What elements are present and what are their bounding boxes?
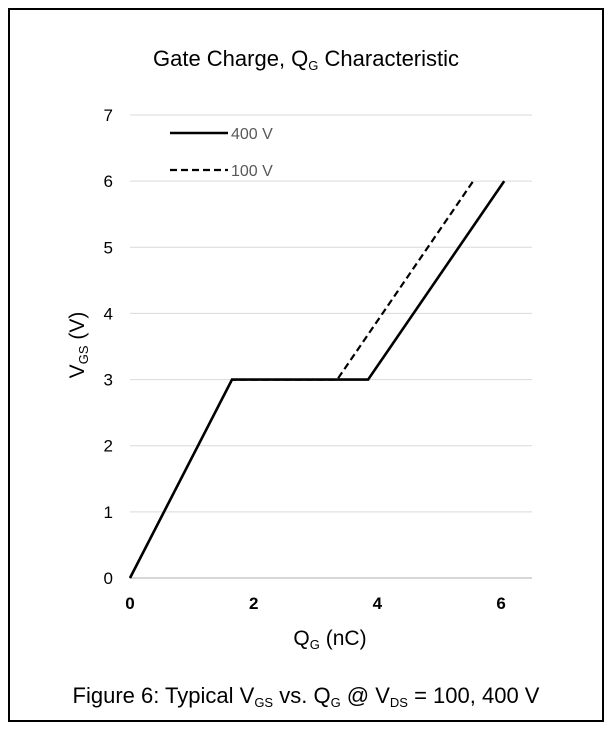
y-tick-label: 0 (104, 569, 113, 588)
y-tick-label: 3 (104, 371, 113, 390)
y-tick-label: 4 (104, 304, 113, 323)
x-tick-label: 2 (249, 594, 258, 613)
x-axis-label: QG (nC) (293, 627, 366, 652)
figure-frame (8, 8, 604, 722)
series-layer (128, 180, 506, 579)
figure-caption: Figure 6: Typical VGS vs. QG @ VDS = 100… (73, 683, 540, 710)
y-tick-labels: 0 1 2 3 4 5 6 7 (104, 106, 113, 588)
y-tick-label: 6 (104, 172, 113, 191)
x-tick-labels: 0 2 4 6 (125, 594, 506, 613)
x-tick-label: 0 (125, 594, 134, 613)
series-line-400-v (128, 180, 506, 579)
x-tick-label: 4 (373, 594, 383, 613)
y-axis-label: VGS (V) (66, 312, 91, 379)
x-tick-label: 6 (496, 594, 505, 613)
legend: 400 V 100 V (170, 126, 273, 180)
y-tick-label: 2 (104, 437, 113, 456)
legend-label: 400 V (231, 126, 273, 143)
y-tick-label: 5 (104, 238, 113, 257)
legend-label: 100 V (231, 163, 273, 180)
chart-title: Gate Charge, QG Characteristic (153, 46, 459, 73)
y-tick-label: 7 (104, 106, 113, 125)
y-tick-label: 1 (104, 503, 113, 522)
